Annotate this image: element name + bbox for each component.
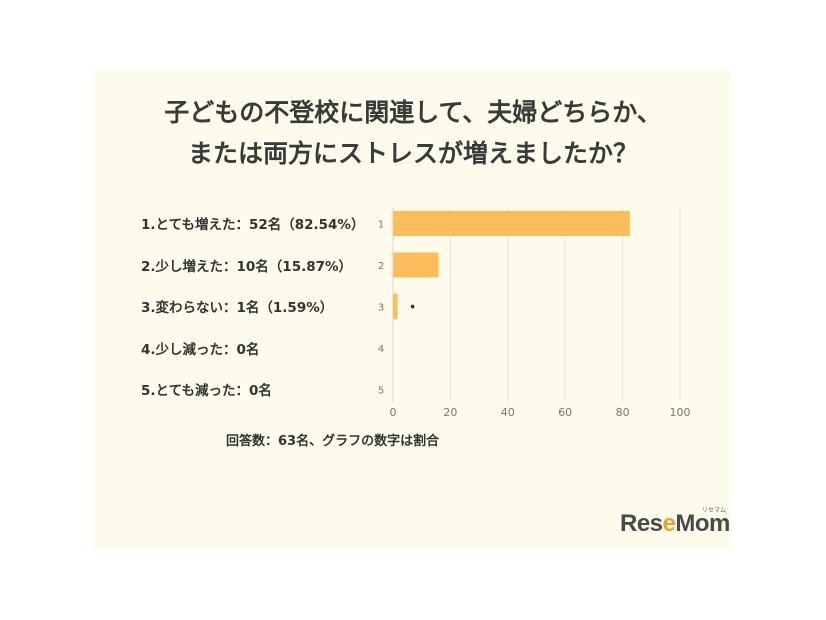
category-label-1: 1.とても増えた：52名（82.54%） [141,217,365,233]
x-tick-0: 0 [390,406,397,419]
x-tick-60: 60 [558,406,572,419]
bar-3 [393,294,398,319]
title-line-1: 子どもの不登校に関連して、夫婦どちらか、 [164,98,662,127]
category-label-4: 4.少し減った：0名 [141,342,260,358]
bar-2 [393,252,439,278]
category-label-3: 3.変わらない：1名（1.59%） [141,300,334,316]
x-tick-80: 80 [616,406,630,419]
chart-card [93,70,731,549]
chart-title: 子どもの不登校に関連して、夫婦どちらか、 または両方にストレスが増えましたか？ [0,92,826,174]
title-line-2: または両方にストレスが増えましたか？ [187,139,638,168]
row-tick-1: 1 [378,220,384,231]
bar-1 [393,211,630,236]
category-label-5: 5.とても減った：0名 [141,383,272,399]
category-label-2: 2.少し増えた：10名（15.87%） [141,259,353,275]
row-tick-4: 4 [378,344,384,355]
logo-ruby: リセマム [702,507,727,514]
x-tick-20: 20 [443,406,457,419]
x-tick-100: 100 [670,406,691,419]
x-tick-40: 40 [501,406,515,419]
resemom-logo: ReseMom [620,510,730,537]
row-tick-5: 5 [378,386,384,397]
row-tick-2: 2 [378,261,384,272]
row-tick-3: 3 [378,303,384,314]
respondent-note: 回答数：63名、グラフの数字は割合 [226,434,440,449]
bar-annotation-3: • [409,301,417,316]
